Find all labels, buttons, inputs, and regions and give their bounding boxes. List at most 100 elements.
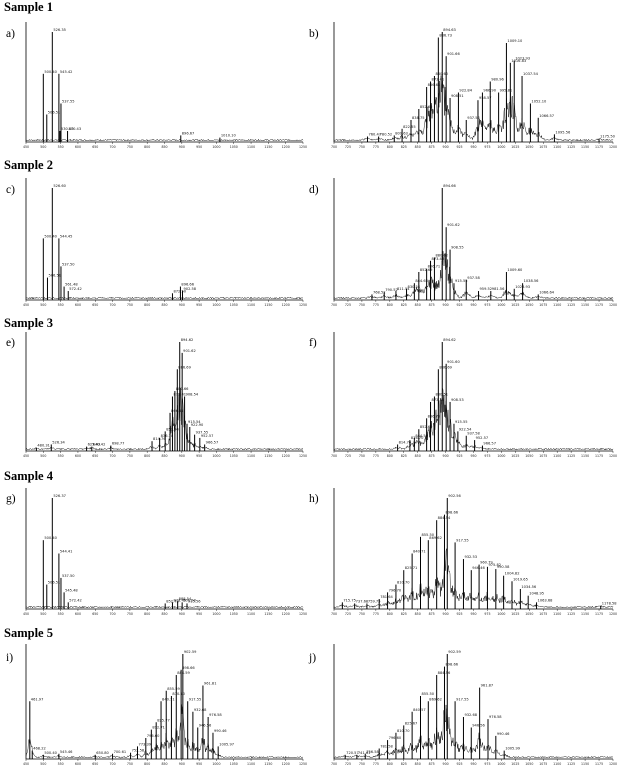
x-tick-label: 1250: [299, 762, 307, 766]
x-tick-label: 1150: [264, 762, 272, 766]
peak-label-0: 768.52: [373, 290, 386, 294]
x-tick-label: 1000: [497, 612, 505, 616]
x-tick-label: 725: [345, 303, 351, 307]
x-tick-label: 650: [92, 145, 98, 149]
x-tick-label: 700: [110, 303, 116, 307]
x-tick-label: 750: [359, 454, 365, 458]
spectrum-trace: [25, 296, 304, 300]
panel-label-h: h): [309, 493, 319, 505]
x-tick-label: 600: [75, 762, 81, 766]
peak-label-10: 894.63: [443, 28, 456, 32]
peak-label-19: 1004.82: [505, 572, 520, 576]
x-tick-label: 1050: [525, 612, 533, 616]
x-tick-label: 1200: [282, 454, 290, 458]
panel-label-c: c): [6, 184, 15, 196]
x-tick-label: 925: [457, 145, 463, 149]
x-tick-label: 950: [470, 454, 476, 458]
x-tick-label: 750: [127, 612, 133, 616]
peak-label-15: 898.66: [182, 666, 195, 670]
x-tick-label: 1100: [247, 303, 255, 307]
peak-label-6: 880.51: [435, 393, 448, 397]
peak-label-4: 650.80: [96, 751, 109, 755]
x-tick-label: 1100: [247, 762, 255, 766]
x-tick-label: 1025: [511, 612, 519, 616]
x-tick-label: 925: [457, 454, 463, 458]
spectrum-j: 700 725 750 775 800 825 850 875 900 925 950 975 1000…: [331, 644, 617, 766]
x-tick-label: 1000: [212, 762, 220, 766]
panel-label-g: g): [6, 493, 16, 505]
peak-label-3: 822.55: [403, 125, 416, 129]
x-tick-label: 1000: [212, 303, 220, 307]
peak-label-4: 537.50: [62, 574, 75, 578]
peak-label-16: 922.90: [191, 423, 204, 427]
spectrum-trace: [333, 251, 614, 300]
peak-label-6: 866.61: [428, 83, 441, 87]
x-tick-label: 1025: [511, 145, 519, 149]
peak-label-25: 1095.56: [555, 130, 571, 134]
x-tick-label: 1050: [230, 612, 238, 616]
spectrum-trace: [25, 704, 304, 759]
peak-label-20: 1019.65: [513, 577, 528, 581]
peak-label-13: 917.55: [456, 697, 469, 701]
peak-label-12: 915.55: [455, 279, 468, 283]
x-tick-label: 1200: [282, 612, 290, 616]
x-tick-label: 600: [75, 145, 81, 149]
x-tick-label: 1025: [511, 454, 519, 458]
x-tick-label: 1100: [553, 612, 561, 616]
x-tick-label: 1175: [595, 145, 603, 149]
peak-label-7: 873.41: [432, 78, 445, 82]
peak-label-0: 500.40: [44, 234, 57, 238]
peak-label-8: 855.50: [421, 533, 434, 537]
x-tick-label: 975: [484, 303, 490, 307]
peak-label-14: 937.54: [467, 116, 480, 120]
x-tick-label: 1175: [595, 454, 603, 458]
x-tick-label: 925: [457, 612, 463, 616]
peak-label-2: 844.50: [415, 434, 428, 438]
peak-label-3: 781.58: [380, 745, 393, 749]
x-tick-label: 850: [415, 145, 421, 149]
x-tick-label: 1050: [525, 454, 533, 458]
x-tick-label: 825: [401, 454, 407, 458]
peak-label-14: 959.52: [480, 287, 493, 291]
x-tick-label: 1025: [511, 762, 519, 766]
panel-label-i: i): [6, 652, 14, 664]
x-tick-label: 775: [373, 762, 379, 766]
x-tick-label: 800: [144, 303, 150, 307]
peak-label-0: 715.75: [343, 598, 356, 602]
peak-label-3: 545.42: [60, 70, 73, 74]
x-tick-label: 450: [23, 762, 29, 766]
peak-label-7: 896.67: [182, 131, 195, 135]
peak-label-11: 901.66: [447, 52, 460, 56]
peak-label-2: 811.54: [397, 287, 410, 291]
peak-label-13: 937.58: [467, 432, 480, 436]
x-tick-label: 850: [415, 303, 421, 307]
spectrum-trace: [25, 605, 304, 609]
spectrum-i: 450 500 550 600 650 700 750 800 850 900 950 1000 105…: [23, 644, 307, 766]
peak-label-1: 790.52: [385, 288, 398, 292]
peak-label-17: 917.55: [189, 697, 202, 701]
spectrum-trace: [333, 548, 614, 609]
peak-label-6: 866.71: [428, 265, 441, 269]
x-tick-label: 850: [161, 762, 167, 766]
peak-label-2: 759.75: [368, 599, 381, 603]
peak-label-14: 932.68: [464, 713, 477, 717]
peak-label-16: 1009.60: [507, 268, 523, 272]
x-tick-label: 1200: [609, 762, 617, 766]
peak-label-6: 825.71: [405, 566, 418, 570]
peak-label-7: 840.57: [413, 708, 426, 712]
x-tick-label: 700: [110, 145, 116, 149]
x-tick-label: 1075: [539, 303, 547, 307]
x-tick-label: 1050: [525, 145, 533, 149]
x-tick-label: 550: [58, 762, 64, 766]
peak-label-9: 894.66: [443, 184, 456, 188]
spectrum-trace: [333, 704, 614, 759]
sample-1-title: Sample 1: [4, 0, 53, 14]
x-tick-label: 900: [443, 303, 449, 307]
peak-label-0: 720.57: [346, 751, 359, 755]
x-tick-label: 1100: [553, 303, 561, 307]
peak-label-0: 500.40: [44, 536, 57, 540]
peak-label-20: 1016.83: [511, 59, 526, 63]
peak-label-11: 915.55: [455, 420, 468, 424]
x-tick-label: 500: [40, 612, 46, 616]
x-tick-label: 1200: [282, 303, 290, 307]
